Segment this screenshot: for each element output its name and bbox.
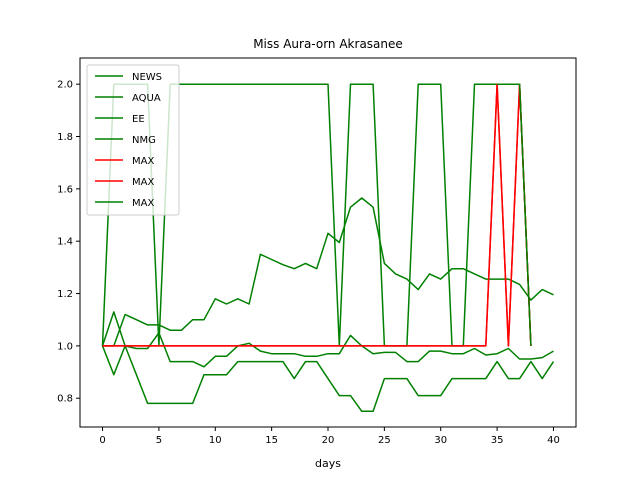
x-tick-label: 35	[491, 435, 504, 446]
x-tick-label: 15	[265, 435, 278, 446]
legend-entry: NEWS	[132, 72, 162, 83]
legend-entry: AQUA	[132, 93, 161, 104]
y-tick-label: 1.0	[57, 341, 73, 352]
legend-entry: MAX	[132, 156, 154, 167]
series-line-5	[102, 83, 532, 347]
y-tick-label: 1.8	[57, 132, 73, 143]
x-tick-label: 0	[99, 435, 105, 446]
series-line-0	[101, 345, 555, 413]
legend-entry: MAX	[132, 198, 154, 209]
x-tick-label: 10	[209, 435, 222, 446]
legend: NEWS AQUA EE NMG MAX MAX MAX	[86, 64, 180, 216]
series-line-2	[102, 197, 554, 347]
x-tick-label: 30	[434, 435, 447, 446]
y-tick-label: 2.0	[57, 80, 73, 91]
y-tick-label: 0.8	[57, 394, 73, 405]
series-line-1	[101, 311, 554, 368]
legend-entry: NMG	[132, 135, 156, 146]
chart-title: Miss Aura-orn Akrasanee	[253, 37, 403, 51]
legend-entry: MAX	[132, 177, 154, 188]
x-axis-title: days	[315, 457, 341, 470]
y-tick-label: 1.2	[57, 289, 73, 300]
x-tick-label: 5	[156, 435, 162, 446]
x-tick-label: 20	[322, 435, 335, 446]
legend-entry: EE	[132, 114, 145, 125]
x-axis: 0 5 10 15 20 25 30 35 40	[99, 427, 560, 446]
y-axis: 0.8 1.0 1.2 1.4 1.6 1.8 2.0	[57, 80, 80, 405]
x-tick-label: 40	[547, 435, 560, 446]
x-tick-label: 25	[378, 435, 391, 446]
y-tick-label: 1.4	[57, 237, 73, 248]
y-tick-label: 1.6	[57, 184, 73, 195]
series-line-6	[497, 83, 532, 346]
legend-box	[86, 64, 180, 216]
